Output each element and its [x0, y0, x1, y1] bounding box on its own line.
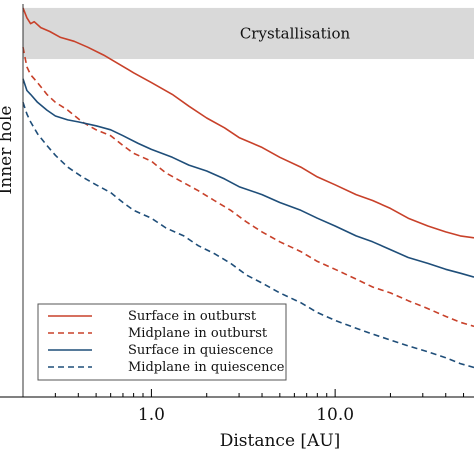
legend: Surface in outburst Midplane in outburst S…	[37, 303, 287, 381]
crystallisation-band-label: Crystallisation	[240, 24, 351, 42]
x-axis-label: Distance [AU]	[220, 431, 341, 451]
x-tick-label: 10.0	[316, 405, 354, 425]
legend-label: Surface in quiescence	[128, 343, 274, 358]
x-axis-ticks: 1.0 10.0	[54, 389, 465, 425]
series-line-3	[22, 78, 474, 278]
legend-items: Surface in outburst Midplane in outburst S…	[48, 309, 285, 375]
crystallisation-band-group: Crystallisation	[23, 7, 474, 60]
legend-label: Midplane in outburst	[128, 326, 268, 341]
x-tick-label: 1.0	[138, 405, 165, 425]
crystallisation-band	[23, 7, 474, 60]
series-lines	[22, 7, 474, 369]
legend-label: Midplane in quiescence	[128, 360, 285, 375]
legend-label: Surface in outburst	[128, 309, 257, 324]
y-axis-label: Inner hole	[0, 106, 16, 195]
series-line-1	[22, 7, 474, 239]
series-line-2	[22, 47, 474, 328]
series-line-4	[22, 102, 474, 369]
